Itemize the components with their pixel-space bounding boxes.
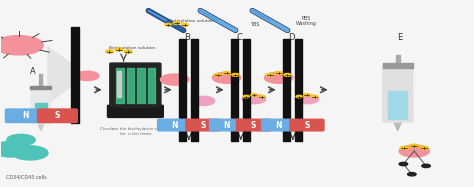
Bar [137,68,145,103]
Bar [71,27,79,123]
Bar [283,39,291,141]
Bar [148,68,155,103]
FancyBboxPatch shape [37,109,77,122]
Circle shape [266,73,273,76]
Circle shape [182,23,188,26]
Circle shape [214,73,221,76]
Circle shape [243,95,249,98]
Circle shape [232,73,239,76]
FancyBboxPatch shape [5,109,45,122]
Text: S: S [55,111,60,120]
Bar [30,85,51,89]
Circle shape [251,94,257,96]
FancyBboxPatch shape [383,65,413,122]
Circle shape [295,94,319,104]
Polygon shape [393,121,402,131]
Circle shape [7,134,35,145]
Circle shape [191,96,215,106]
Circle shape [304,94,310,96]
Circle shape [160,74,189,85]
Bar [231,39,238,141]
Circle shape [284,73,291,76]
Text: PBS: PBS [302,16,311,21]
Bar [127,68,135,103]
Polygon shape [48,47,74,103]
Circle shape [223,72,230,74]
Circle shape [420,146,428,149]
Text: S: S [201,121,206,130]
Text: C: C [237,33,242,42]
Circle shape [259,95,265,98]
Text: D: D [288,33,295,42]
Bar [117,68,124,103]
Text: CD34/CD45 cells: CD34/CD45 cells [6,175,47,180]
Circle shape [275,72,282,74]
Circle shape [212,72,241,83]
Circle shape [296,95,302,98]
FancyBboxPatch shape [110,63,161,107]
Circle shape [0,141,31,157]
Circle shape [115,48,123,51]
Text: Washing: Washing [296,21,317,26]
FancyBboxPatch shape [157,119,191,131]
Bar [118,71,121,97]
Text: S: S [251,121,256,130]
Bar [243,39,250,141]
Circle shape [401,146,409,149]
Text: Circulate the biotinylation solution
for  o ten times: Circulate the biotinylation solution for… [100,127,171,136]
FancyBboxPatch shape [31,87,51,124]
FancyBboxPatch shape [186,119,220,131]
Circle shape [242,94,266,104]
Polygon shape [37,123,44,131]
Circle shape [311,95,318,98]
Circle shape [106,50,113,53]
Text: TBS: TBS [250,22,259,27]
Bar [35,103,46,121]
Circle shape [12,146,48,160]
Text: E: E [397,33,403,42]
Text: S: S [304,121,310,130]
Circle shape [173,22,180,24]
FancyBboxPatch shape [108,105,163,117]
Circle shape [422,164,430,168]
FancyBboxPatch shape [262,119,296,131]
FancyBboxPatch shape [290,119,324,131]
Bar [39,74,42,89]
Text: N: N [275,121,282,130]
Circle shape [399,162,408,166]
Text: N: N [223,121,230,130]
Text: N: N [172,121,178,130]
Circle shape [165,23,172,26]
Circle shape [75,71,99,81]
Circle shape [0,36,43,55]
Text: Biotinylation solution: Biotinylation solution [109,46,155,50]
Text: B: B [184,33,191,42]
Circle shape [408,173,416,176]
Bar [179,39,186,141]
Bar [383,63,413,68]
Text: A: A [30,67,36,76]
FancyBboxPatch shape [237,119,271,131]
Circle shape [124,50,132,53]
Bar [396,55,400,68]
Circle shape [410,144,418,147]
Text: Biotinylation solution: Biotinylation solution [168,19,214,23]
FancyBboxPatch shape [210,119,244,131]
Bar [191,39,198,141]
Bar [388,91,407,119]
Bar [295,39,302,141]
Circle shape [399,145,429,157]
Circle shape [264,72,293,83]
Text: N: N [22,111,28,120]
